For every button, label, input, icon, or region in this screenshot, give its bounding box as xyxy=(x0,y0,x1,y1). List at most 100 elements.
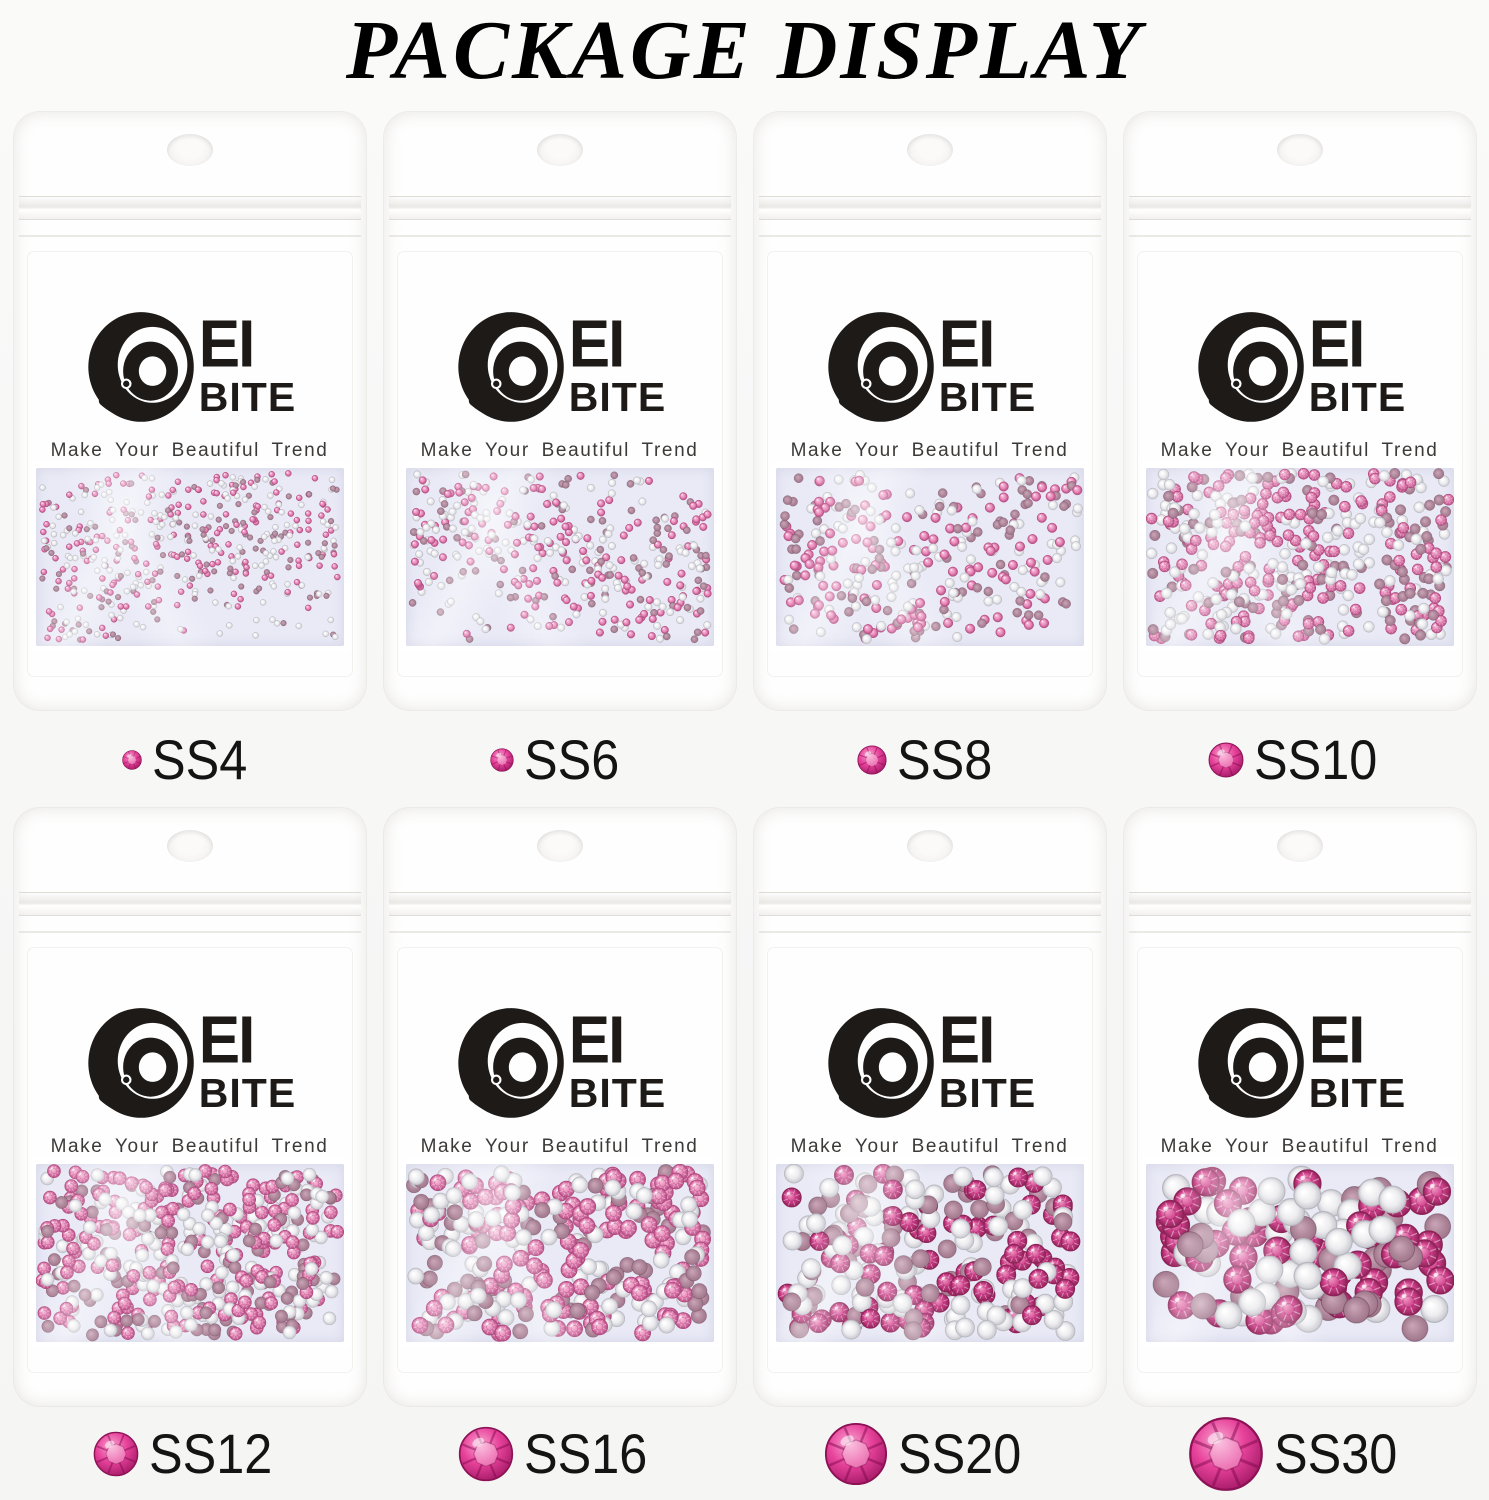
rhinestones-photo xyxy=(775,1164,1084,1342)
size-label-cell: SS10 xyxy=(1122,712,1478,808)
brand-swirl-icon xyxy=(88,312,194,422)
brand-tagline: Make Your Beautiful Trend xyxy=(420,1136,699,1157)
rhinestone-window xyxy=(35,468,344,646)
packages-row-2: EI BITE Make Your Beautiful Trend xyxy=(0,808,1489,1406)
brand-tagline: Make Your Beautiful Trend xyxy=(1160,440,1439,461)
brand-logo-text: EI BITE xyxy=(938,307,1036,418)
brand-tagline: Make Your Beautiful Trend xyxy=(1160,1136,1439,1157)
brand-swirl-icon xyxy=(1198,312,1304,422)
gem-icon xyxy=(121,750,142,770)
package-cell: EI BITE Make Your Beautiful Trend xyxy=(382,112,738,710)
package-cell: EI BITE Make Your Beautiful Trend xyxy=(752,808,1108,1406)
brand-logo-text-top: EI xyxy=(198,1003,256,1078)
size-label-text: SS6 xyxy=(523,728,619,791)
size-label-cell: SS30 xyxy=(1122,1408,1478,1500)
gem-icon xyxy=(458,1426,514,1482)
hang-hole xyxy=(906,830,953,862)
rhinestone-window xyxy=(775,1164,1084,1342)
gem-icon xyxy=(857,745,887,775)
hang-hole xyxy=(906,134,953,166)
gem-icon xyxy=(489,748,514,772)
zip-seal xyxy=(758,196,1101,237)
brand-swirl-icon xyxy=(88,1008,194,1118)
size-label-text: SS30 xyxy=(1274,1422,1398,1485)
size-label-cell: SS16 xyxy=(382,1408,738,1500)
size-label-cell: SS12 xyxy=(12,1408,368,1500)
rhinestone-bag: EI BITE Make Your Beautiful Trend xyxy=(1123,112,1476,710)
hang-hole xyxy=(536,134,583,166)
size-label-cell: SS4 xyxy=(12,712,368,808)
size-label: SS12 xyxy=(93,1426,286,1482)
brand-tagline: Make Your Beautiful Trend xyxy=(790,440,1069,461)
rhinestone-window xyxy=(405,1164,714,1342)
rhinestone-bag: EI BITE Make Your Beautiful Trend xyxy=(13,112,366,710)
package-cell: EI BITE Make Your Beautiful Trend xyxy=(1122,808,1478,1406)
size-label-cell: SS8 xyxy=(752,712,1108,808)
size-label: SS8 xyxy=(857,732,1003,788)
size-label-cell: SS20 xyxy=(752,1408,1108,1500)
rhinestones-photo xyxy=(405,1164,714,1342)
brand-logo: EI BITE xyxy=(398,310,722,430)
brand-logo-text-bottom: BITE xyxy=(1308,1069,1407,1116)
rhinestone-bag: EI BITE Make Your Beautiful Trend xyxy=(383,112,736,710)
brand-logo-text-top: EI xyxy=(198,307,256,382)
hang-hole xyxy=(166,830,213,862)
gem-icon xyxy=(824,1422,888,1486)
rhinestone-bag: EI BITE Make Your Beautiful Trend xyxy=(753,808,1106,1406)
size-label: SS4 xyxy=(121,728,258,791)
rhinestones-photo xyxy=(35,468,344,646)
zip-seal xyxy=(1128,196,1471,237)
size-label: SS6 xyxy=(489,728,630,791)
brand-logo-text: EI BITE xyxy=(198,307,296,418)
brand-swirl-icon xyxy=(458,312,564,422)
gem-icon xyxy=(1208,742,1244,778)
rhinestone-window xyxy=(1145,468,1454,646)
brand-logo: EI BITE xyxy=(398,1006,722,1126)
size-label-cell: SS6 xyxy=(382,712,738,808)
rhinestone-bag: EI BITE Make Your Beautiful Trend xyxy=(1123,808,1476,1406)
brand-logo-text-top: EI xyxy=(938,307,996,382)
size-label-text: SS10 xyxy=(1254,728,1378,791)
size-label-text: SS16 xyxy=(524,1422,648,1485)
zip-seal xyxy=(758,892,1101,933)
brand-logo-text-bottom: BITE xyxy=(1308,373,1407,420)
size-label: SS20 xyxy=(824,1422,1035,1486)
zip-seal xyxy=(388,892,731,933)
brand-logo: EI BITE xyxy=(768,310,1092,430)
gem-icon xyxy=(1188,1416,1264,1492)
hang-hole xyxy=(1276,134,1323,166)
brand-logo-text: EI BITE xyxy=(1308,307,1407,420)
brand-logo: EI BITE xyxy=(28,1006,352,1126)
hang-hole xyxy=(1276,830,1323,862)
brand-swirl-icon xyxy=(1198,1008,1304,1118)
brand-swirl-icon xyxy=(458,1008,564,1118)
rhinestone-window xyxy=(775,468,1084,646)
brand-logo-text-bottom: BITE xyxy=(568,373,667,420)
brand-swirl-icon xyxy=(828,1008,934,1118)
brand-swirl-icon xyxy=(828,312,934,422)
package-cell: EI BITE Make Your Beautiful Trend xyxy=(12,808,368,1406)
brand-tagline: Make Your Beautiful Trend xyxy=(420,440,699,461)
rhinestone-window xyxy=(405,468,714,646)
brand-logo-text-top: EI xyxy=(1308,307,1366,382)
page-title: PACKAGE DISPLAY xyxy=(345,4,1144,97)
size-label-text: SS4 xyxy=(151,728,247,791)
size-label-text: SS12 xyxy=(149,1422,273,1485)
zip-seal xyxy=(18,196,361,237)
package-cell: EI BITE Make Your Beautiful Trend xyxy=(1122,112,1478,710)
size-label-text: SS20 xyxy=(898,1422,1022,1485)
rhinestones-photo xyxy=(35,1164,344,1342)
hang-hole xyxy=(166,134,213,166)
rhinestone-window xyxy=(35,1164,344,1342)
size-label: SS30 xyxy=(1188,1416,1411,1492)
rhinestone-bag: EI BITE Make Your Beautiful Trend xyxy=(13,808,366,1406)
brand-logo-text-bottom: BITE xyxy=(198,1069,297,1116)
size-labels-row-1: SS4 SS6 SS8 SS10 xyxy=(0,712,1489,808)
brand-tagline: Make Your Beautiful Trend xyxy=(790,1136,1069,1157)
rhinestones-photo xyxy=(405,468,714,646)
brand-logo: EI BITE xyxy=(28,310,352,430)
rhinestones-photo xyxy=(775,468,1084,646)
rhinestones-photo xyxy=(1145,468,1454,646)
brand-logo-text-bottom: BITE xyxy=(938,1069,1037,1116)
